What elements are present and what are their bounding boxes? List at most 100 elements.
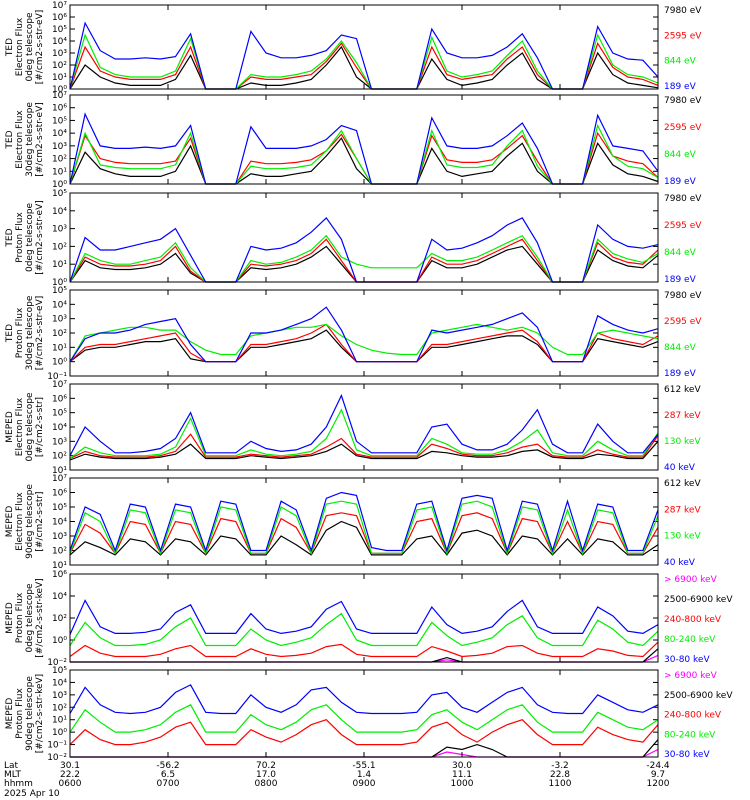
y-tick-label: 10³ [52, 315, 67, 325]
y-tick-label: 10⁻¹ [47, 741, 67, 751]
y-tick-label: 10⁰ [52, 85, 67, 95]
y-axis-label: TED [5, 324, 15, 343]
y-tick-label: 10³ [52, 691, 67, 701]
y-tick-label: 10⁰ [52, 728, 67, 738]
y-tick-label: 10⁵ [52, 25, 67, 35]
y-tick-label: 10⁵ [52, 666, 67, 676]
y-tick-label: 10⁵ [52, 503, 67, 513]
y-axis-label: Electron Flux [15, 397, 25, 456]
legend-entry: 189 eV [664, 369, 697, 379]
y-axis-label: MEPED [5, 411, 15, 443]
y-tick-label: 10² [52, 242, 67, 252]
y-tick-label: 10⁵ [52, 409, 67, 419]
panel-frame [69, 192, 659, 283]
y-axis-label: 30deg telescope [25, 295, 35, 370]
legend-entry: 2595 eV [664, 31, 702, 41]
y-axis-label: Proton Flux [15, 307, 25, 358]
x-tick-label-hhmm: 1000 [451, 779, 474, 789]
legend-entry: 240-800 keV [664, 711, 722, 721]
series-2595-ev [69, 238, 659, 283]
y-axis-label: Proton Flux [15, 592, 25, 643]
date-label: 2025 Apr 10 [4, 789, 60, 799]
x-row-label-lat: Lat [4, 761, 19, 771]
y-axis-label: 0deg telescope [25, 583, 35, 653]
y-tick-label: 10⁰ [52, 358, 67, 368]
legend-entry: 287 keV [664, 505, 701, 515]
y-tick-label: 10⁴ [52, 423, 67, 433]
y-axis-label: 30deg telescope [25, 102, 35, 177]
series-130-kev [69, 408, 659, 459]
series-189-ev [69, 306, 659, 363]
y-axis-label: 90deg telescope [25, 484, 35, 559]
y-axis-label: 0deg telescope [25, 12, 35, 82]
series-130-kev [69, 500, 659, 556]
series-2595-ev [69, 42, 659, 90]
legend-entry: 80-240 keV [664, 730, 716, 740]
y-tick-label: 10³ [52, 225, 67, 235]
y-tick-label: 10⁰ [52, 278, 67, 288]
legend-entry: 80-240 keV [664, 635, 716, 645]
panel-4: 10⁻¹ 10⁰ 10¹ 10² 10³ 10⁴ 10⁵ TED Proton Flux 30de… [5, 286, 702, 382]
y-axis-label: [#/cm2-s-str-eV] [35, 10, 45, 85]
legend-entry: > 6900 keV [664, 575, 718, 585]
x-tick-label-hhmm: 1100 [549, 779, 572, 789]
x-tick-label-mlt: 6.5 [161, 770, 175, 780]
y-tick-label: 10¹ [52, 260, 67, 270]
y-tick-label: 10⁶ [52, 570, 67, 580]
y-tick-label: 10⁵ [52, 116, 67, 126]
x-tick-label-mlt: 9.7 [651, 770, 665, 780]
y-axis-label: 0deg telescope [25, 203, 35, 273]
y-tick-label: 10⁷ [52, 1, 67, 11]
y-axis-label: Electron Flux [15, 110, 25, 169]
x-tick-label-lat: -24.4 [646, 761, 670, 771]
legend-entry: 40 keV [664, 463, 696, 473]
y-axis-label: TED [5, 130, 15, 149]
series-240-800-kev [69, 641, 659, 658]
series-40-kev [69, 393, 659, 456]
y-axis-label: [#/cm2-s-str-eV] [35, 200, 45, 275]
legend-entry: 40 keV [664, 558, 696, 568]
x-tick-label-hhmm: 0800 [255, 779, 278, 789]
y-tick-label: 10¹ [52, 343, 67, 353]
series-844-ev [69, 123, 659, 185]
y-tick-label: 10³ [52, 532, 67, 542]
y-tick-label: 10⁴ [52, 37, 67, 47]
y-tick-label: 10⁷ [52, 474, 67, 484]
y-axis-label: TED [5, 38, 15, 57]
legend-entry: 130 keV [664, 532, 701, 542]
y-axis-label: [#/cm2-s-str-eV] [35, 296, 45, 371]
series-287-kev [69, 512, 659, 555]
y-axis-label: [#/cm2-s-str-keV] [35, 674, 45, 753]
legend-entry: 130 keV [664, 437, 701, 447]
y-tick-label: 10⁴ [52, 678, 67, 688]
y-tick-label: 10² [52, 703, 67, 713]
y-tick-label: 10² [52, 329, 67, 339]
series-287-kev [69, 433, 659, 460]
x-row-label-hhmm: hhmm [4, 779, 33, 789]
legend-entry: 2500-6900 keV [664, 595, 733, 605]
series-189-ev [69, 112, 659, 185]
y-tick-label: 10⁴ [52, 300, 67, 310]
y-axis-label: [#/cm2-s-str-eV] [35, 102, 45, 177]
y-tick-label: 10² [52, 614, 67, 624]
series-612-kev [69, 520, 659, 556]
panel-8: 10⁻² 10⁻¹ 10⁰ 10¹ 10² 10³ 10⁴ 10⁵ MEPED Proton Fl… [5, 666, 733, 763]
y-tick-label: 10² [52, 61, 67, 71]
y-axis-label: MEPED [5, 506, 15, 538]
series-30-80-kev [69, 684, 659, 715]
y-tick-label: 10¹ [52, 716, 67, 726]
series-844-ev [69, 234, 659, 283]
y-tick-label: 10⁶ [52, 394, 67, 404]
y-tick-label: 10⁴ [52, 207, 67, 217]
y-tick-label: 10⁶ [52, 13, 67, 23]
y-tick-label: 10⁰ [52, 180, 67, 190]
y-tick-label: 10⁶ [52, 104, 67, 114]
y-axis-label: Electron Flux [15, 17, 25, 76]
x-tick-label-hhmm: 0900 [353, 779, 376, 789]
x-tick-label-lat: 70.2 [256, 761, 276, 771]
x-tick-label-lat: 30.0 [452, 761, 472, 771]
y-tick-label: 10⁻² [47, 753, 67, 763]
y-tick-label: 10⁰ [52, 636, 67, 646]
legend-entry: 2500-6900 keV [664, 691, 733, 701]
